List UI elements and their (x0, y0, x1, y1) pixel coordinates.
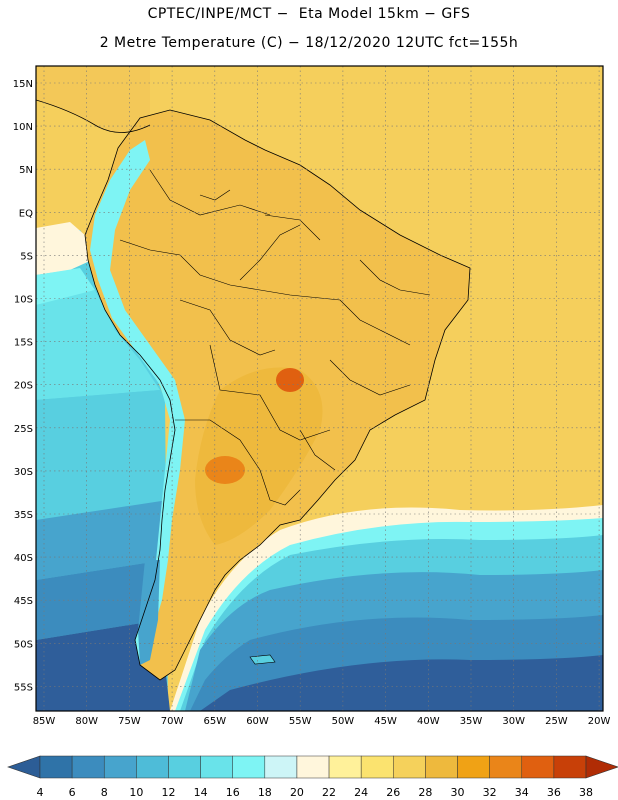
lat-tick-label: 10S (14, 295, 33, 306)
colorbar-segment (521, 755, 555, 779)
country-borders (119, 169, 431, 506)
lat-tick-label: 10N (13, 122, 33, 133)
colorbar-min-arrow (7, 755, 41, 779)
map-frame (35, 65, 604, 712)
lat-tick-label: 15N (13, 79, 33, 90)
pacific-band-2 (36, 390, 168, 520)
lat-tick-label: 35S (14, 510, 33, 521)
coastline (84, 109, 471, 681)
colorbar-tick-label: 6 (69, 786, 76, 799)
colorbar-segment (457, 755, 490, 779)
colorbar-tick-label: 10 (129, 786, 143, 799)
lat-tick-label: EQ (19, 208, 33, 219)
pacific-transition (36, 268, 95, 305)
colorbar-tick-label: 32 (483, 786, 497, 799)
colorbar (7, 755, 618, 779)
central-america-land (36, 66, 150, 133)
colorbar-tick-label: 8 (101, 786, 108, 799)
graticule (36, 66, 603, 711)
map-panel (36, 66, 603, 711)
colorbar-segment (39, 755, 73, 779)
hot-spot-chaco (205, 456, 245, 484)
colorbar-segment (264, 755, 298, 779)
lat-tick-label: 5N (19, 165, 33, 176)
lat-tick-label: 45S (14, 596, 33, 607)
colorbar-tick-label: 38 (579, 786, 593, 799)
colorbar-tick-label: 12 (161, 786, 175, 799)
lon-tick-label: 55W (289, 716, 312, 727)
colorbar-tick-label: 34 (515, 786, 529, 799)
pacific-band-4 (36, 560, 165, 640)
lon-tick-label: 70W (161, 716, 184, 727)
colorbar-segment (360, 755, 394, 779)
chart-title-line-2: 2 Metre Temperature (C) − 18/12/2020 12U… (99, 35, 519, 51)
atlantic-band-6 (200, 655, 603, 711)
colorbar-segment (553, 755, 587, 779)
lon-tick-label: 45W (374, 716, 397, 727)
lat-tick-label: 40S (14, 553, 33, 564)
lon-tick-label: 85W (33, 716, 56, 727)
colorbar-tick-label: 4 (37, 786, 44, 799)
lat-tick-label: 5S (20, 251, 33, 262)
lon-tick-label: 80W (75, 716, 98, 727)
chart-title-line-1: CPTEC/INPE/MCT − Eta Model 15km − GFS (147, 6, 471, 22)
colorbar-segment (168, 755, 201, 779)
colorbar-tick-label: 26 (386, 786, 400, 799)
lon-tick-label: 25W (545, 716, 568, 727)
colorbar-tick-label: 24 (354, 786, 368, 799)
pacific-band-3 (36, 500, 168, 580)
colorbar-segment (328, 755, 362, 779)
lat-tick-label: 25S (14, 424, 33, 435)
hot-spot-pantanal (276, 368, 304, 392)
lon-tick-label: 35W (460, 716, 483, 727)
hot-interior (195, 367, 323, 545)
lat-tick-label: 15S (14, 338, 33, 349)
lat-tick-label: 30S (14, 467, 33, 478)
colorbar-tick-label: 14 (194, 786, 208, 799)
colorbar-tick-label: 36 (547, 786, 561, 799)
colorbar-segment (200, 755, 233, 779)
colorbar-tick-label: 30 (451, 786, 465, 799)
colorbar-segment (71, 755, 105, 779)
pacific-equatorial-water (36, 222, 92, 275)
lon-tick-label: 30W (502, 716, 525, 727)
lon-tick-label: 50W (332, 716, 355, 727)
lat-tick-label: 20S (14, 381, 33, 392)
colorbar-tick-label: 16 (226, 786, 240, 799)
colorbar-tick-label: 20 (290, 786, 304, 799)
colorbar-max-arrow (585, 755, 618, 779)
falklands-island (249, 654, 276, 665)
pacific-band-1 (36, 290, 160, 400)
lon-tick-label: 40W (417, 716, 440, 727)
colorbar-segment (232, 755, 266, 779)
longitude-labels: 85W 80W 75W 70W 65W 60W 55W 50W 45W 40W 35W 30W 25W 2… (33, 716, 611, 727)
colorbar-segment (136, 755, 169, 779)
central-america-coast (36, 99, 151, 133)
colorbar-segment (425, 755, 458, 779)
colorbar-segment (103, 755, 137, 779)
lon-tick-label: 60W (246, 716, 269, 727)
colorbar-segment (393, 755, 426, 779)
colorbar-segment (489, 755, 523, 779)
colorbar-segment (296, 755, 330, 779)
colorbar-tick-label: 22 (322, 786, 336, 799)
patagonia-ice (138, 560, 160, 665)
colorbar-labels: 4 6 8 10 12 14 16 18 20 22 24 26 28 30 32 34 36 38 (37, 786, 594, 799)
lon-tick-label: 75W (118, 716, 141, 727)
lat-tick-label: 55S (14, 682, 33, 693)
lat-tick-label: 50S (14, 639, 33, 650)
lon-tick-label: 20W (588, 716, 611, 727)
colorbar-tick-label: 18 (258, 786, 272, 799)
colorbar-tick-label: 28 (418, 786, 432, 799)
lon-tick-label: 65W (203, 716, 226, 727)
latitude-labels: 15N 10N 5N EQ 5S 10S 15S 20S 25S 30S 35S 40S 45S 50S 5… (13, 79, 33, 693)
